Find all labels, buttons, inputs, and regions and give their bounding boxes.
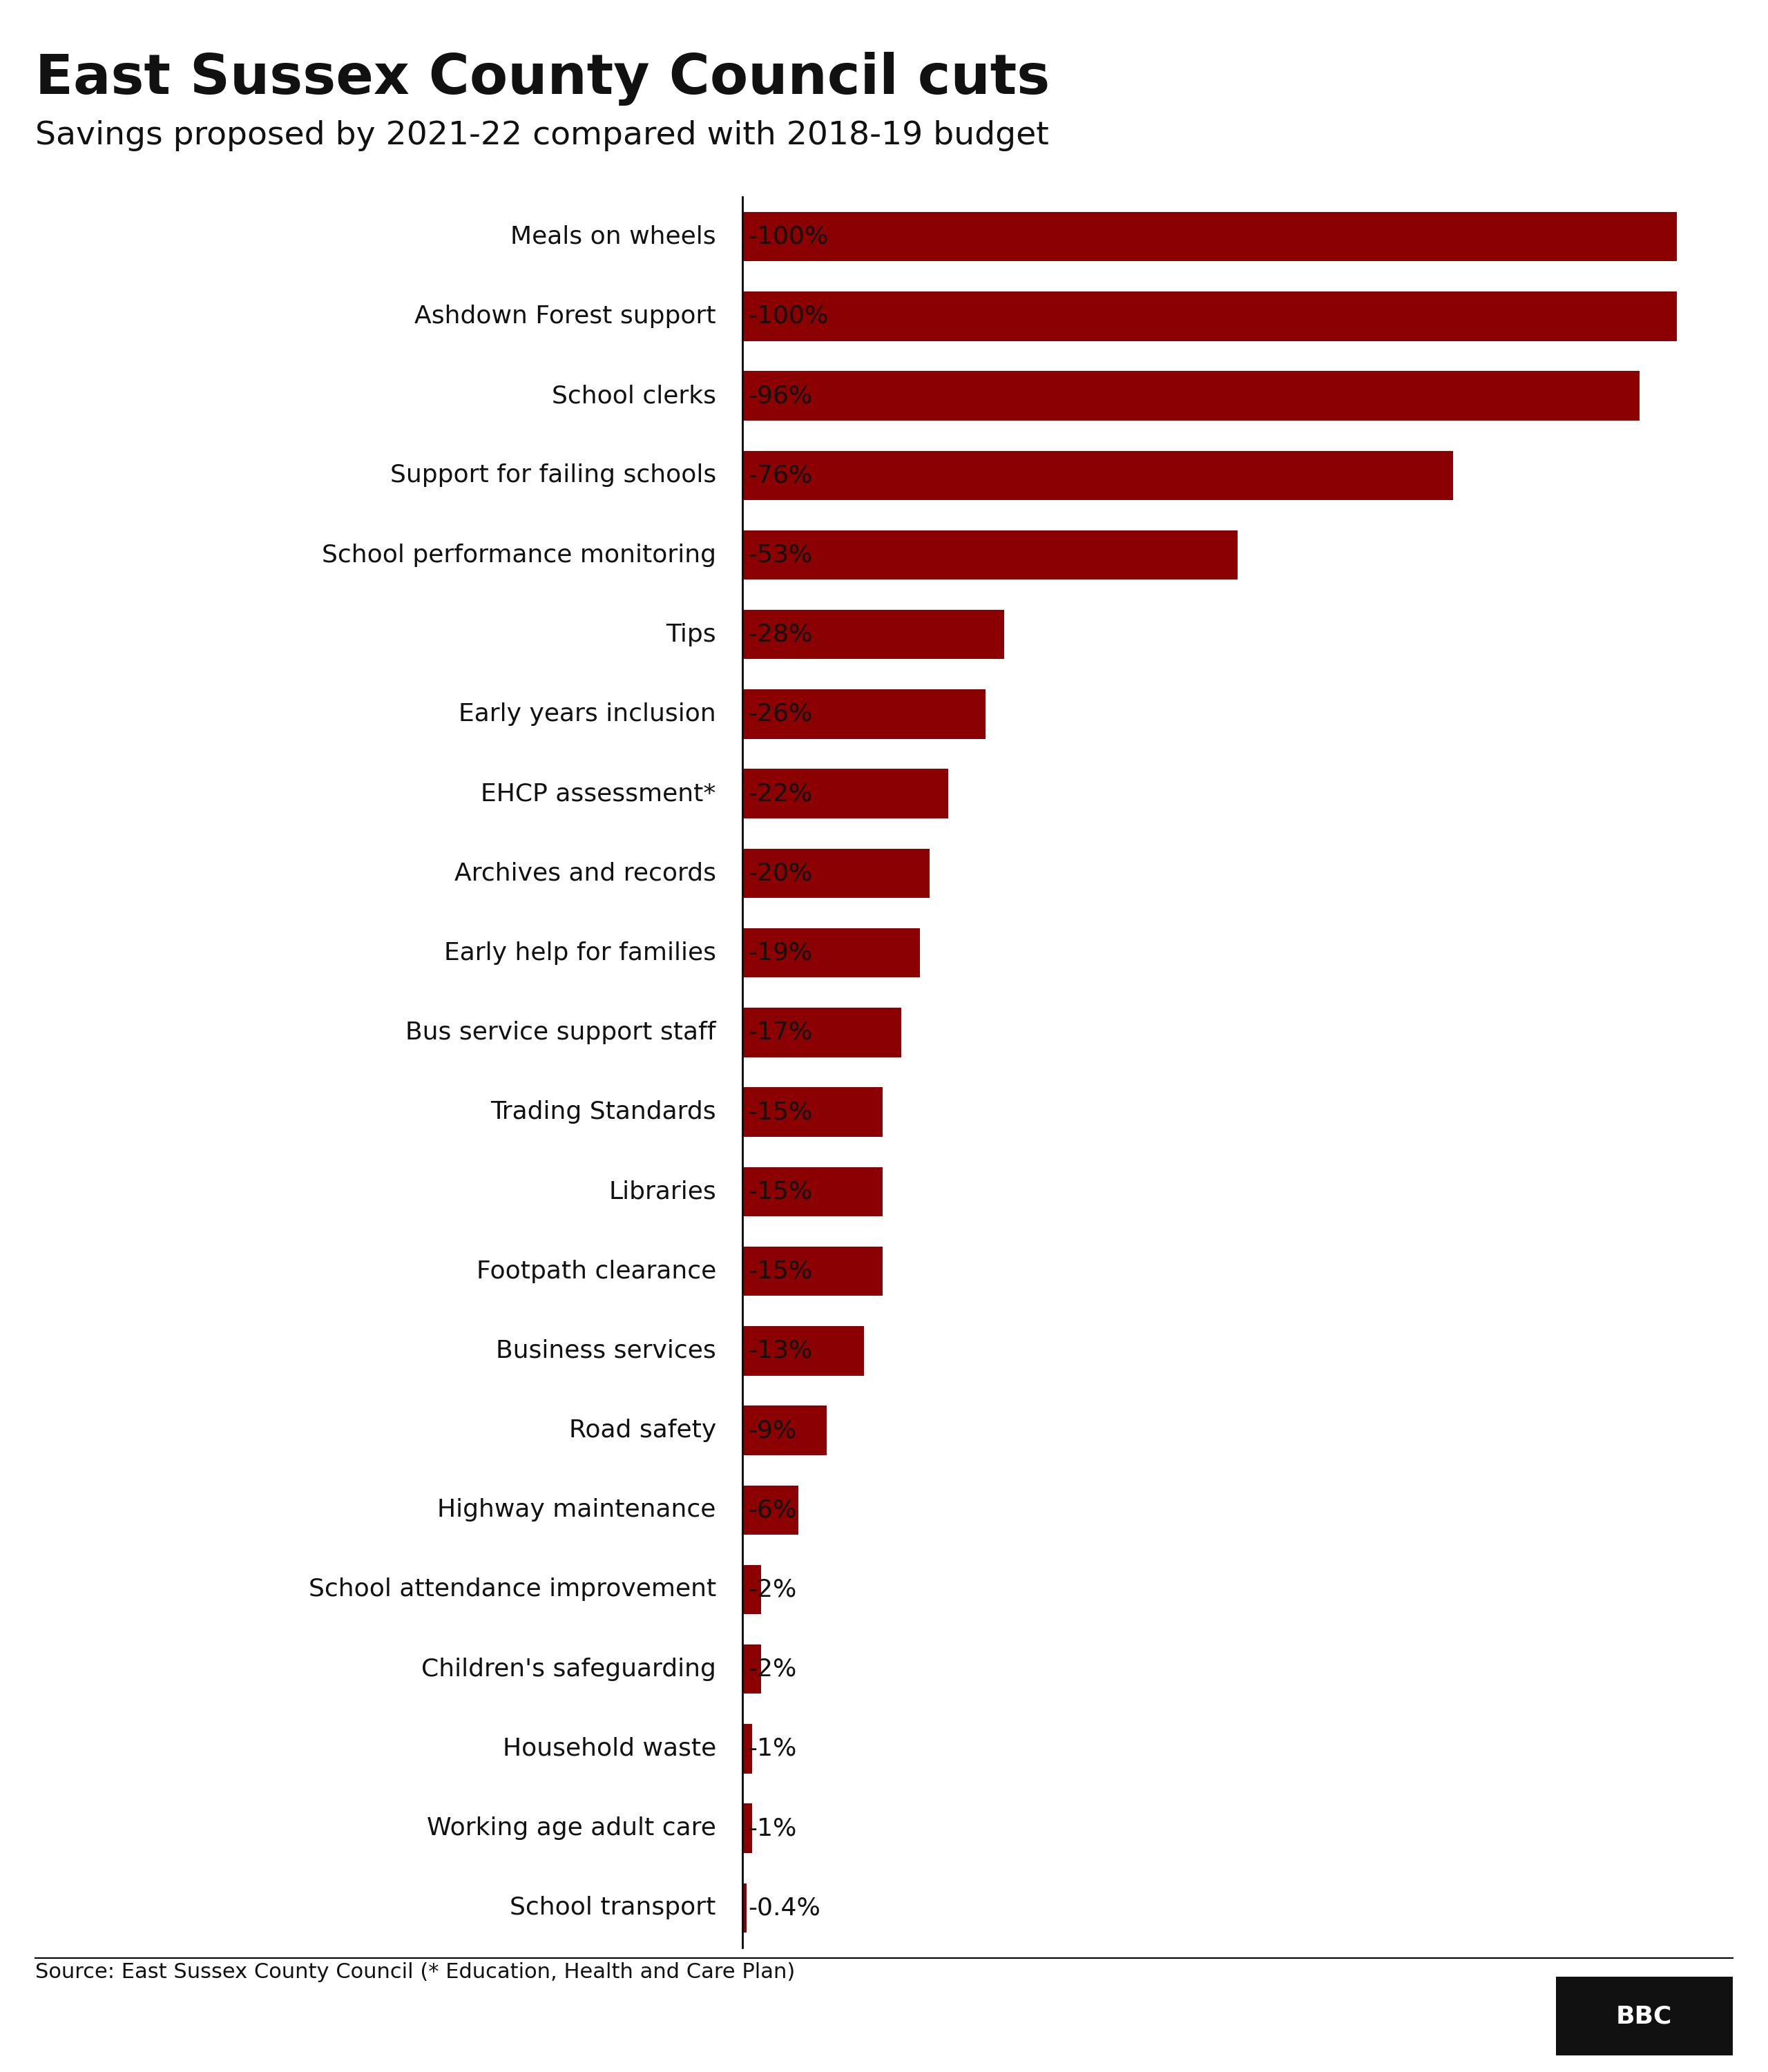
Text: -20%: -20%: [748, 862, 812, 885]
Bar: [743, 850, 930, 897]
Text: Source: East Sussex County Council (* Education, Health and Care Plan): Source: East Sussex County Council (* Ed…: [35, 1962, 796, 1983]
Text: -15%: -15%: [748, 1100, 812, 1123]
Text: School attendance improvement: School attendance improvement: [308, 1577, 716, 1602]
Bar: [743, 928, 919, 978]
Bar: [743, 1486, 799, 1535]
Text: -15%: -15%: [748, 1260, 812, 1283]
Text: Road safety: Road safety: [569, 1419, 716, 1442]
Text: Highway maintenance: Highway maintenance: [437, 1498, 716, 1521]
Bar: [743, 1564, 762, 1614]
Text: -28%: -28%: [748, 624, 813, 646]
Text: Working age adult care: Working age adult care: [426, 1817, 716, 1840]
Text: Bus service support staff: Bus service support staff: [405, 1021, 716, 1044]
Bar: [743, 1724, 751, 1774]
Bar: [743, 1883, 746, 1933]
Bar: [743, 292, 1678, 342]
Text: Trading Standards: Trading Standards: [490, 1100, 716, 1123]
Text: Meals on wheels: Meals on wheels: [511, 226, 716, 249]
Text: -9%: -9%: [748, 1419, 796, 1442]
Text: -76%: -76%: [748, 464, 812, 487]
Text: -17%: -17%: [748, 1021, 812, 1044]
Text: -100%: -100%: [748, 226, 827, 249]
Text: -2%: -2%: [748, 1658, 796, 1680]
Bar: [743, 1007, 902, 1057]
Text: Libraries: Libraries: [608, 1179, 716, 1204]
Text: Early years inclusion: Early years inclusion: [458, 702, 716, 725]
Text: -2%: -2%: [748, 1577, 796, 1602]
Bar: [743, 690, 985, 740]
Text: -53%: -53%: [748, 543, 812, 568]
Text: Household waste: Household waste: [502, 1736, 716, 1761]
Text: Tips: Tips: [667, 624, 716, 646]
Text: Support for failing schools: Support for failing schools: [391, 464, 716, 487]
Bar: [743, 1405, 827, 1455]
Bar: [743, 530, 1238, 580]
Text: -96%: -96%: [748, 383, 812, 408]
Text: Business services: Business services: [495, 1339, 716, 1363]
Text: East Sussex County Council cuts: East Sussex County Council cuts: [35, 52, 1050, 106]
Text: -1%: -1%: [748, 1817, 796, 1840]
Text: Archives and records: Archives and records: [454, 862, 716, 885]
Text: Footpath clearance: Footpath clearance: [476, 1260, 716, 1283]
Bar: [743, 1803, 751, 1852]
Text: EHCP assessment*: EHCP assessment*: [481, 781, 716, 806]
Text: -1%: -1%: [748, 1736, 796, 1761]
Bar: [743, 371, 1639, 421]
Bar: [743, 1088, 882, 1138]
Text: -100%: -100%: [748, 305, 827, 327]
Text: School performance monitoring: School performance monitoring: [322, 543, 716, 568]
Text: School clerks: School clerks: [552, 383, 716, 408]
Text: Early help for families: Early help for families: [444, 941, 716, 966]
Bar: [743, 452, 1453, 499]
Text: Children's safeguarding: Children's safeguarding: [421, 1658, 716, 1680]
Bar: [743, 211, 1678, 261]
Bar: [743, 1645, 762, 1693]
Text: -15%: -15%: [748, 1179, 812, 1204]
Bar: [743, 1326, 865, 1376]
Text: Ashdown Forest support: Ashdown Forest support: [414, 305, 716, 327]
Text: -26%: -26%: [748, 702, 812, 725]
Text: -13%: -13%: [748, 1339, 812, 1363]
Text: Savings proposed by 2021-22 compared with 2018-19 budget: Savings proposed by 2021-22 compared wit…: [35, 120, 1048, 151]
Text: -22%: -22%: [748, 781, 812, 806]
Text: -19%: -19%: [748, 941, 812, 966]
Text: -6%: -6%: [748, 1498, 796, 1521]
Bar: [743, 1167, 882, 1216]
Bar: [743, 769, 948, 818]
Bar: [743, 1247, 882, 1295]
Text: -0.4%: -0.4%: [748, 1896, 820, 1919]
Text: School transport: School transport: [509, 1896, 716, 1919]
Bar: [743, 609, 1004, 659]
Text: BBC: BBC: [1616, 2004, 1673, 2028]
